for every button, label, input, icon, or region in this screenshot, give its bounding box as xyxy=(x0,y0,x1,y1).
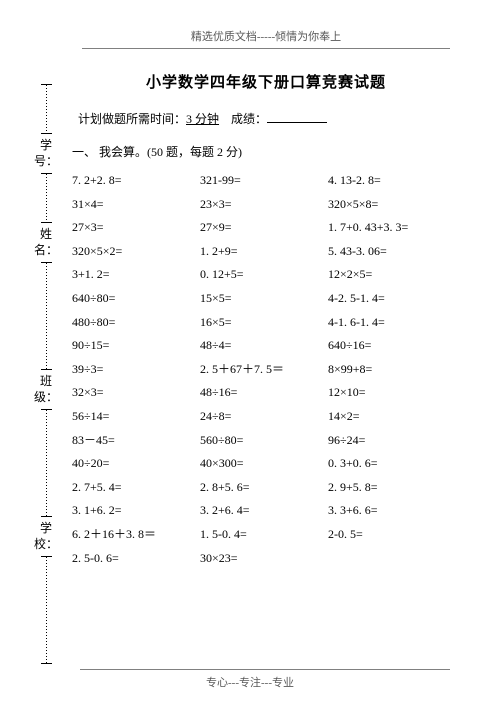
stitch-line xyxy=(46,556,47,664)
page-footer: 专心---专注---专业 xyxy=(0,669,500,690)
question-row: 83－45=560÷80=96÷24= xyxy=(72,434,460,446)
question-cell: 4-2. 5-1. 4= xyxy=(328,292,456,304)
question-cell: 15×5= xyxy=(200,292,328,304)
question-cell: 1. 2+9= xyxy=(200,245,328,257)
binding-margin: 学号： 姓名： 班级： 学校： xyxy=(34,80,58,668)
question-cell: 2. 5-0. 6= xyxy=(72,552,200,564)
question-cell: 2. 8+5. 6= xyxy=(200,481,328,493)
question-row: 56÷14=24÷8=14×2= xyxy=(72,410,460,422)
question-cell xyxy=(328,552,456,564)
question-row: 3+1. 2=0. 12+5=12×2×5= xyxy=(72,268,460,280)
question-cell: 30×23= xyxy=(200,552,328,564)
side-label-school: 学校： xyxy=(34,521,58,552)
question-cell: 1. 7+0. 43+3. 3= xyxy=(328,221,456,233)
question-cell: 4. 13-2. 8= xyxy=(328,174,456,186)
question-cell: 1. 5-0. 4= xyxy=(200,528,328,540)
question-cell: 320×5×2= xyxy=(72,245,200,257)
question-cell: 24÷8= xyxy=(200,410,328,422)
page-header: 精选优质文档-----倾情为你奉上 xyxy=(82,28,450,49)
stitch-line xyxy=(46,262,47,370)
question-row: 2. 5-0. 6=30×23= xyxy=(72,552,460,564)
question-cell: 640÷80= xyxy=(72,292,200,304)
question-cell: 7. 2+2. 8= xyxy=(72,174,200,186)
question-cell: 560÷80= xyxy=(200,434,328,446)
question-cell: 3. 3+6. 6= xyxy=(328,504,456,516)
question-row: 90÷15=48÷4=640÷16= xyxy=(72,339,460,351)
question-cell: 2. 5＋67＋7. 5＝ xyxy=(200,363,328,375)
question-cell: 12×2×5= xyxy=(328,268,456,280)
question-cell: 480÷80= xyxy=(72,316,200,328)
question-cell: 96÷24= xyxy=(328,434,456,446)
question-row: 640÷80=15×5=4-2. 5-1. 4= xyxy=(72,292,460,304)
question-cell: 14×2= xyxy=(328,410,456,422)
question-cell: 83－45= xyxy=(72,434,200,446)
question-cell: 48÷16= xyxy=(200,386,328,398)
question-cell: 27×3= xyxy=(72,221,200,233)
question-cell: 2. 7+5. 4= xyxy=(72,481,200,493)
question-row: 39÷3=2. 5＋67＋7. 5＝8×99+8= xyxy=(72,363,460,375)
question-cell: 2-0. 5= xyxy=(328,528,456,540)
question-cell: 5. 43-3. 06= xyxy=(328,245,456,257)
question-row: 32×3=48÷16=12×10= xyxy=(72,386,460,398)
question-row: 7. 2+2. 8=321-99=4. 13-2. 8= xyxy=(72,174,460,186)
question-cell: 27×9= xyxy=(200,221,328,233)
question-cell: 3. 2+6. 4= xyxy=(200,504,328,516)
stitch-line xyxy=(46,84,47,134)
section-heading: 一、 我会算。(50 题，每题 2 分) xyxy=(72,143,460,160)
question-cell: 23×3= xyxy=(200,198,328,210)
question-cell: 31×4= xyxy=(72,198,200,210)
question-row: 3. 1+6. 2=3. 2+6. 4=3. 3+6. 6= xyxy=(72,504,460,516)
question-cell: 39÷3= xyxy=(72,363,200,375)
question-cell: 2. 9+5. 8= xyxy=(328,481,456,493)
question-row: 27×3=27×9=1. 7+0. 43+3. 3= xyxy=(72,221,460,233)
question-cell: 8×99+8= xyxy=(328,363,456,375)
side-label-class: 班级： xyxy=(34,374,58,405)
question-cell: 56÷14= xyxy=(72,410,200,422)
question-cell: 48÷4= xyxy=(200,339,328,351)
question-row: 320×5×2=1. 2+9=5. 43-3. 06= xyxy=(72,245,460,257)
question-cell: 0. 3+0. 6= xyxy=(328,457,456,469)
plan-line: 计划做题所需时间：3 分钟 成绩： xyxy=(78,110,460,127)
question-cell: 40×300= xyxy=(200,457,328,469)
question-cell: 12×10= xyxy=(328,386,456,398)
question-cell: 4-1. 6-1. 4= xyxy=(328,316,456,328)
question-row: 40÷20=40×300=0. 3+0. 6= xyxy=(72,457,460,469)
plan-time: 3 分钟 xyxy=(186,112,219,126)
worksheet-page: 精选优质文档-----倾情为你奉上 学号： 姓名： 班级： 学校： 小学数学四年… xyxy=(0,0,500,708)
question-cell: 321-99= xyxy=(200,174,328,186)
question-cell: 16×5= xyxy=(200,316,328,328)
question-row: 31×4=23×3=320×5×8= xyxy=(72,198,460,210)
question-cell: 6. 2＋16＋3. 8＝ xyxy=(72,528,200,540)
side-label-name: 姓名： xyxy=(34,227,58,258)
question-cell: 3+1. 2= xyxy=(72,268,200,280)
question-cell: 32×3= xyxy=(72,386,200,398)
score-blank xyxy=(267,111,327,123)
question-cell: 640÷16= xyxy=(328,339,456,351)
question-cell: 3. 1+6. 2= xyxy=(72,504,200,516)
question-row: 2. 7+5. 4=2. 8+5. 6=2. 9+5. 8= xyxy=(72,481,460,493)
question-row: 480÷80=16×5=4-1. 6-1. 4= xyxy=(72,316,460,328)
question-cell: 0. 12+5= xyxy=(200,268,328,280)
footer-text: 专心---专注---专业 xyxy=(206,677,294,689)
question-cell: 40÷20= xyxy=(72,457,200,469)
plan-prefix: 计划做题所需时间： xyxy=(78,112,186,126)
question-row: 6. 2＋16＋3. 8＝1. 5-0. 4=2-0. 5= xyxy=(72,528,460,540)
side-label-student-id: 学号： xyxy=(34,138,58,169)
question-cell: 320×5×8= xyxy=(328,198,456,210)
question-cell: 90÷15= xyxy=(72,339,200,351)
stitch-line xyxy=(46,173,47,223)
score-label: 成绩： xyxy=(231,112,267,126)
stitch-line xyxy=(46,409,47,517)
worksheet-title: 小学数学四年级下册口算竞赛试题 xyxy=(72,71,460,92)
question-grid: 7. 2+2. 8=321-99=4. 13-2. 8=31×4=23×3=32… xyxy=(72,174,460,564)
